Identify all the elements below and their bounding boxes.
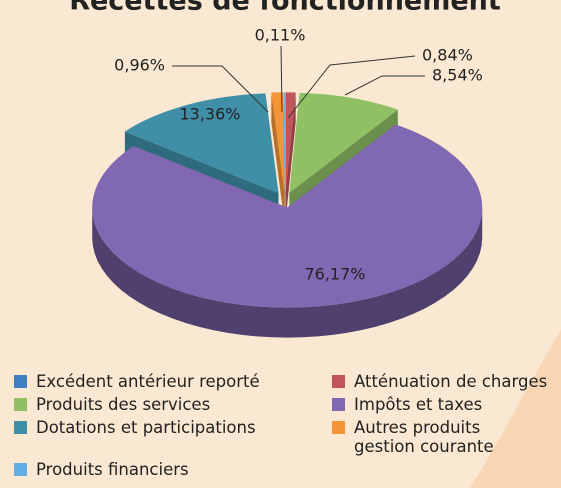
legend-swatch xyxy=(332,421,345,434)
legend-label: Produits financiers xyxy=(36,460,189,479)
value-label: 0,84% xyxy=(422,46,473,65)
page: Recettes de fonctionnement 0,84%8,54% 76,… xyxy=(0,0,561,488)
legend-item: Atténuation de charges xyxy=(332,372,559,391)
leader-line xyxy=(345,76,425,95)
chart-title: Recettes de fonctionnement xyxy=(69,0,501,17)
legend-swatch xyxy=(332,398,345,411)
legend-swatch xyxy=(14,463,27,476)
legend-swatch xyxy=(332,375,345,388)
legend-label: Autres produits gestion courante xyxy=(354,418,494,456)
legend-swatch xyxy=(14,398,27,411)
value-label: 76,17% xyxy=(304,265,365,284)
legend-label: Atténuation de charges xyxy=(354,372,547,391)
legend-label: Produits des services xyxy=(36,395,210,414)
value-label: 0,11% xyxy=(255,26,306,45)
legend: Excédent antérieur reporté Atténuation de… xyxy=(14,372,559,479)
legend-item: Excédent antérieur reporté xyxy=(14,372,332,391)
value-label: 13,36% xyxy=(179,105,240,124)
value-label: 0,96% xyxy=(114,56,165,75)
legend-label: Dotations et participations xyxy=(36,418,256,437)
legend-item: Produits des services xyxy=(14,395,332,414)
legend-item: Produits financiers xyxy=(14,460,332,479)
legend-swatch xyxy=(14,421,27,434)
legend-item: Dotations et participations xyxy=(14,418,332,456)
legend-label: Impôts et taxes xyxy=(354,395,482,414)
legend-swatch xyxy=(14,375,27,388)
legend-item: Autres produits gestion courante xyxy=(332,418,559,456)
value-label: 8,54% xyxy=(432,66,483,85)
legend-label: Excédent antérieur reporté xyxy=(36,372,260,391)
legend-item: Impôts et taxes xyxy=(332,395,559,414)
